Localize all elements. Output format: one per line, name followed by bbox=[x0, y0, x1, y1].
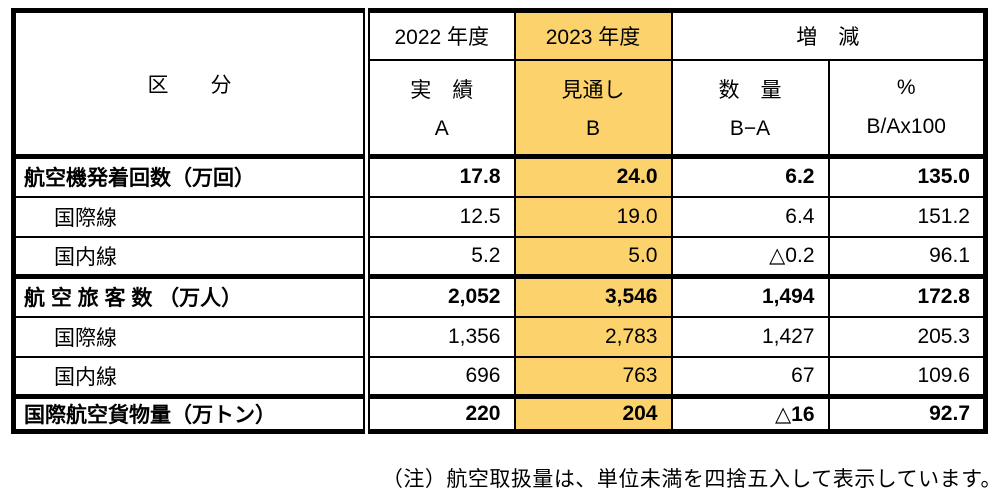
aviation-forecast-table-wrap: 区 分 2022 年度 2023 年度 増 減 実 績 A 見通し B bbox=[11, 8, 988, 434]
row-label: 国内線 bbox=[12, 355, 370, 398]
row-label: 航 空 旅 客 数 （万人） bbox=[12, 274, 370, 318]
row-label: 国際線 bbox=[12, 195, 370, 238]
value-diff: △0.2 bbox=[670, 235, 830, 278]
header-change: 増 減 bbox=[670, 9, 987, 61]
value-diff: 67 bbox=[670, 355, 830, 398]
value-diff: 6.2 bbox=[670, 154, 830, 198]
value-diff: 1,494 bbox=[670, 274, 830, 318]
footnote: （注）航空取扱量は、単位未満を四捨五入して表示しています。 bbox=[381, 468, 1002, 491]
value-2023: 763 bbox=[513, 355, 673, 398]
row-label: 国際航空貨物量（万トン） bbox=[12, 394, 370, 433]
header-pct-formula: B/Ax100 bbox=[866, 114, 946, 138]
row-label: 航空機発着回数（万回） bbox=[12, 154, 370, 198]
value-2023: 19.0 bbox=[513, 195, 673, 238]
row-label: 国際線 bbox=[12, 315, 370, 358]
table-row-passengers: 航 空 旅 客 数 （万人） 2,052 3,546 1,494 172.8 bbox=[12, 274, 987, 318]
table-row-intl-movements: 国際線 12.5 19.0 6.4 151.2 bbox=[12, 195, 987, 238]
header-letter-a: A bbox=[434, 116, 449, 140]
value-pct: 109.6 bbox=[827, 355, 987, 398]
header-pct-label: % bbox=[896, 75, 916, 99]
header-qty-label: 数 量 bbox=[718, 78, 782, 102]
header-qty-formula: B−A bbox=[729, 116, 771, 140]
header-actual-label: 実 績 bbox=[410, 78, 474, 102]
value-2023: 2,783 bbox=[513, 315, 673, 358]
value-2022: 17.8 bbox=[365, 154, 516, 198]
value-diff: 6.4 bbox=[670, 195, 830, 238]
value-diff: △16 bbox=[670, 394, 830, 433]
value-diff: 1,427 bbox=[670, 315, 830, 358]
value-2023: 204 bbox=[513, 394, 673, 433]
value-2022: 220 bbox=[365, 394, 516, 433]
value-pct: 172.8 bbox=[827, 274, 987, 318]
header-outlook-b: 見通し B bbox=[513, 58, 673, 158]
value-2023: 24.0 bbox=[513, 154, 673, 198]
header-letter-b: B bbox=[585, 116, 600, 140]
value-2022: 5.2 bbox=[365, 235, 516, 278]
value-pct: 205.3 bbox=[827, 315, 987, 358]
header-year-2023: 2023 年度 bbox=[513, 9, 673, 61]
value-pct: 151.2 bbox=[827, 195, 987, 238]
value-2022: 696 bbox=[365, 355, 516, 398]
value-2022: 12.5 bbox=[365, 195, 516, 238]
header-actual-a: 実 績 A bbox=[365, 58, 516, 158]
table-row-intl-passengers: 国際線 1,356 2,783 1,427 205.3 bbox=[12, 315, 987, 358]
aviation-forecast-table: 区 分 2022 年度 2023 年度 増 減 実 績 A 見通し B bbox=[11, 8, 988, 434]
row-label: 国内線 bbox=[12, 235, 370, 278]
header-row-sub: 実 績 A 見通し B 数 量 B−A bbox=[14, 58, 987, 158]
header-row-year: 区 分 2022 年度 2023 年度 増 減 bbox=[12, 9, 987, 158]
value-pct: 96.1 bbox=[827, 235, 987, 278]
table-row-domestic-passengers: 国内線 696 763 67 109.6 bbox=[12, 355, 987, 398]
table-row-domestic-movements: 国内線 5.2 5.0 △0.2 96.1 bbox=[12, 235, 987, 278]
value-2023: 5.0 bbox=[513, 235, 673, 278]
header-qty: 数 量 B−A bbox=[670, 58, 830, 158]
header-pct: % B/Ax100 bbox=[827, 58, 987, 158]
table-row-aircraft-movements: 航空機発着回数（万回） 17.8 24.0 6.2 135.0 bbox=[12, 154, 987, 198]
header-category: 区 分 bbox=[12, 9, 370, 158]
value-pct: 92.7 bbox=[827, 394, 987, 433]
header-outlook-label: 見通し bbox=[561, 78, 625, 102]
value-2022: 1,356 bbox=[365, 315, 516, 358]
value-2022: 2,052 bbox=[365, 274, 516, 318]
value-2023: 3,546 bbox=[513, 274, 673, 318]
header-year-2022: 2022 年度 bbox=[365, 9, 516, 61]
value-pct: 135.0 bbox=[827, 154, 987, 198]
table-row-intl-cargo: 国際航空貨物量（万トン） 220 204 △16 92.7 bbox=[12, 394, 987, 433]
